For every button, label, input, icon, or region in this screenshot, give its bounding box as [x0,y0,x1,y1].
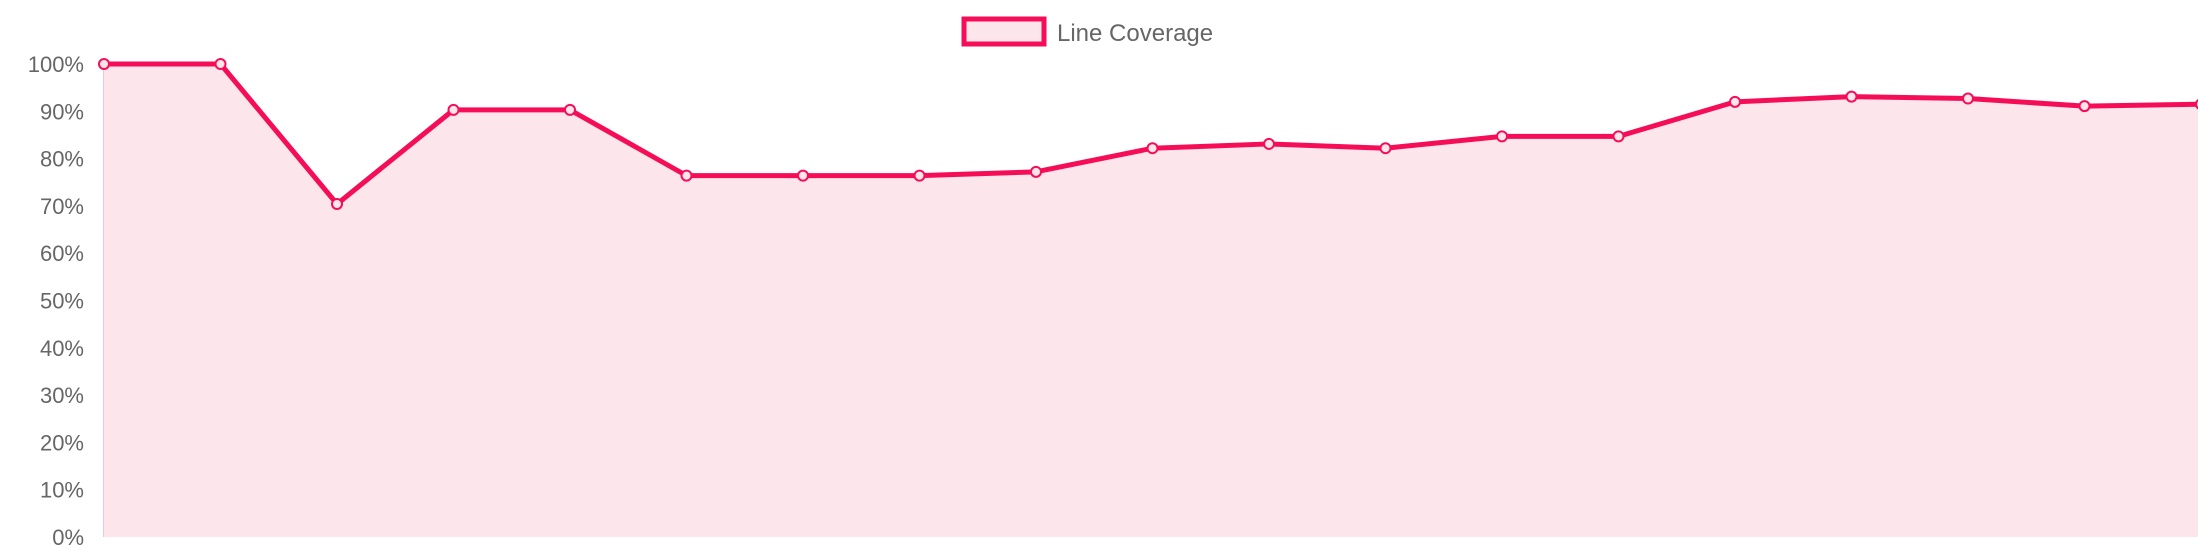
data-point[interactable] [1146,142,1159,155]
y-tick-label: 70% [40,194,84,219]
data-point[interactable] [1030,165,1042,178]
data-point[interactable] [1379,142,1392,155]
y-tick-label: 90% [40,99,84,124]
data-point[interactable] [331,198,343,211]
y-tick-label: 10% [40,478,84,503]
series-line-coverage [101,61,2198,537]
y-tick-label: 30% [40,383,84,408]
y-tick-label: 40% [40,336,84,361]
data-point[interactable] [1729,95,1741,108]
y-tick-label: 50% [40,289,84,314]
data-point[interactable] [1962,92,1974,105]
data-point[interactable] [2078,100,2091,113]
data-point[interactable] [1263,137,1275,150]
data-point[interactable] [913,169,926,182]
data-point[interactable] [1496,130,1508,143]
data-point[interactable] [214,58,227,70]
y-axis: 0% 10% 20% 30% 40% 50% 60% 70% 80% 90% 100% [28,52,105,548]
y-tick-label: 0% [52,525,84,548]
y-tick-label: 80% [40,147,84,172]
data-points [98,58,2198,211]
data-point[interactable] [1612,130,1625,143]
y-tick-label: 100% [28,52,84,77]
legend[interactable]: Line Coverage [961,16,1213,47]
data-point[interactable] [797,169,809,182]
y-tick-label: 60% [40,241,84,266]
y-tick-label: 20% [40,430,84,455]
data-point[interactable] [564,103,576,116]
data-point[interactable] [1845,90,1858,103]
legend-label[interactable]: Line Coverage [1057,20,1213,47]
legend-swatch[interactable] [961,16,1047,47]
data-point[interactable] [98,58,110,70]
data-point[interactable] [447,103,460,116]
data-point[interactable] [680,169,693,182]
series-area-fill [104,64,2198,537]
